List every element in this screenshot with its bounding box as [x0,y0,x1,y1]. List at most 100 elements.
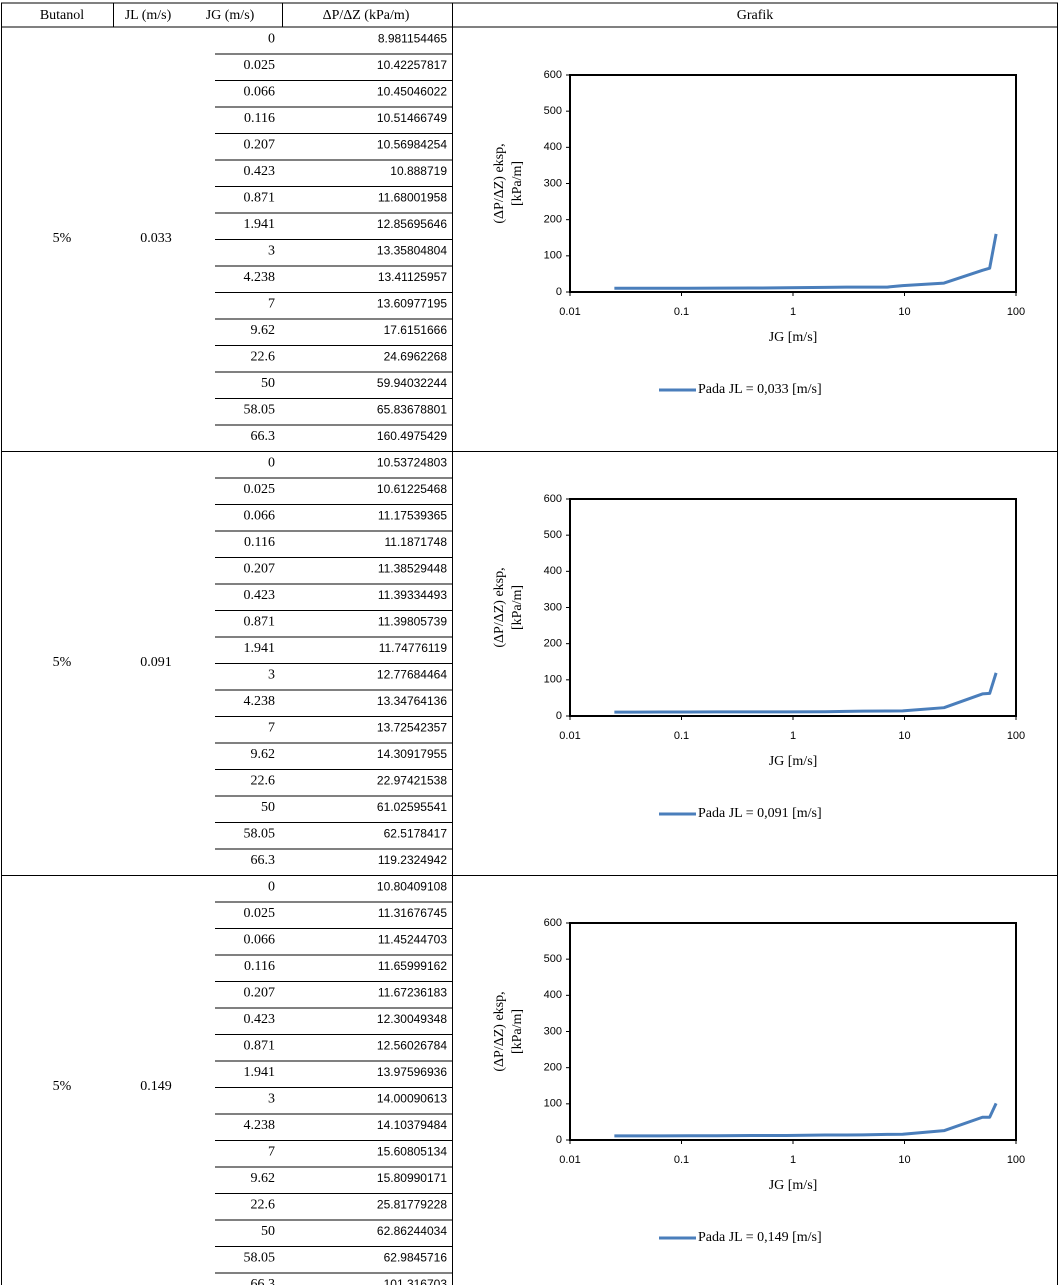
dp-cell: 11.45244703 [378,932,448,946]
jg-cell: 0.207 [244,137,276,152]
y-tick-label: 200 [544,214,562,226]
x-tick-label: 100 [1007,306,1025,318]
dp-cell: 13.34764136 [377,694,447,708]
jg-cell: 3 [268,1091,275,1106]
header-cell: JL (m/s) [125,8,172,23]
dp-cell: 62.86244034 [377,1224,447,1238]
jg-cell: 0.025 [244,58,276,73]
dp-cell: 13.41125957 [378,270,448,284]
dp-cell: 15.80990171 [377,1171,447,1185]
x-axis-label: JG [m/s] [769,1178,818,1193]
header-cell: ΔP/ΔZ (kPa/m) [323,8,410,23]
jg-cell: 0.025 [244,906,276,921]
dp-cell: 10.45046022 [377,84,447,98]
y-tick-label: 600 [544,917,562,929]
jg-cell: 9.62 [251,323,276,338]
jl-cell: 0.091 [140,655,172,670]
dp-cell: 62.9845716 [384,1250,448,1264]
x-tick-label: 0.1 [674,730,689,742]
y-axis-label-line: [kPa/m] [510,161,525,206]
y-tick-label: 600 [544,69,562,81]
y-axis-label-line: [kPa/m] [510,1009,525,1054]
y-tick-label: 300 [544,601,562,613]
x-tick-label: 0.1 [674,1154,689,1166]
dp-cell: 10.888719 [390,164,447,178]
header-cell: Butanol [40,8,84,23]
jg-cell: 22.6 [251,773,276,788]
y-tick-label: 600 [544,493,562,505]
jg-cell: 58.05 [244,402,276,417]
dp-cell: 25.81779228 [377,1197,447,1211]
dp-cell: 13.60977195 [377,296,447,310]
y-tick-label: 300 [544,177,562,189]
jg-cell: 22.6 [251,1197,276,1212]
x-tick-label: 0.01 [559,1154,580,1166]
header-cell: Grafik [737,8,774,23]
jg-cell: 3 [268,667,275,682]
jg-cell: 0.871 [244,190,276,205]
x-tick-label: 10 [898,306,910,318]
y-axis-label: (ΔP/ΔZ) eksp, [kPa/m] [492,991,525,1071]
jg-cell: 0 [268,879,275,894]
jg-cell: 7 [268,296,275,311]
jg-cell: 7 [268,1144,275,1159]
y-tick-label: 0 [556,710,562,722]
dp-cell: 10.53724803 [377,455,447,469]
dp-cell: 65.83678801 [377,402,447,416]
dp-cell: 13.72542357 [377,720,447,734]
jg-cell: 0.066 [244,84,276,99]
dp-cell: 12.77684464 [377,667,447,681]
legend-label: Pada JL = 0,091 [m/s] [698,806,822,821]
jg-cell: 0.116 [244,535,275,550]
dp-cell: 15.60805134 [377,1144,447,1158]
jg-cell: 1.941 [244,641,276,656]
jg-cell: 1.941 [244,217,276,232]
dp-cell: 119.2324942 [378,853,448,867]
dp-cell: 17.6151666 [384,323,448,337]
jg-cell: 7 [268,720,275,735]
jg-cell: 66.3 [251,1277,276,1285]
jg-cell: 4.238 [244,1118,276,1133]
jl-cell: 0.149 [140,1079,172,1094]
x-tick-label: 100 [1007,1154,1025,1166]
jg-cell: 0.423 [244,164,276,179]
y-axis-label-line: (ΔP/ΔZ) eksp, [492,567,507,647]
dp-cell: 13.35804804 [377,243,447,257]
dp-cell: 11.68001958 [378,190,448,204]
dp-cell: 101.316703 [384,1277,448,1285]
dp-cell: 11.39334493 [378,588,448,602]
y-tick-label: 400 [544,141,562,153]
jg-cell: 0 [268,455,275,470]
dp-cell: 12.30049348 [377,1012,447,1026]
jg-cell: 0.207 [244,561,276,576]
dp-cell: 10.61225468 [377,482,447,496]
jg-cell: 66.3 [251,853,276,868]
jg-cell: 0.871 [244,1038,276,1053]
y-axis-label: (ΔP/ΔZ) eksp, [kPa/m] [492,567,525,647]
dp-cell: 11.74776119 [379,641,448,655]
jl-cell: 0.033 [140,231,172,246]
y-tick-label: 300 [544,1025,562,1037]
jg-cell: 66.3 [251,429,276,444]
dp-cell: 14.00090613 [377,1091,447,1105]
dp-cell: 10.42257817 [377,58,447,72]
y-tick-label: 0 [556,286,562,298]
dp-cell: 62.5178417 [384,826,448,840]
y-tick-label: 200 [544,1062,562,1074]
dp-cell: 10.80409108 [377,879,447,893]
y-axis-label: (ΔP/ΔZ) eksp, [kPa/m] [492,143,525,223]
jg-cell: 22.6 [251,349,276,364]
jg-cell: 0.871 [244,614,276,629]
x-tick-label: 0.01 [559,306,580,318]
jg-cell: 50 [261,376,275,391]
y-tick-label: 400 [544,989,562,1001]
x-tick-label: 1 [790,306,796,318]
jg-cell: 9.62 [251,747,276,762]
jg-cell: 0.423 [244,588,276,603]
jg-cell: 0.066 [244,932,276,947]
plot-frame [569,74,1017,293]
x-tick-label: 10 [898,730,910,742]
dp-cell: 61.02595541 [377,800,447,814]
